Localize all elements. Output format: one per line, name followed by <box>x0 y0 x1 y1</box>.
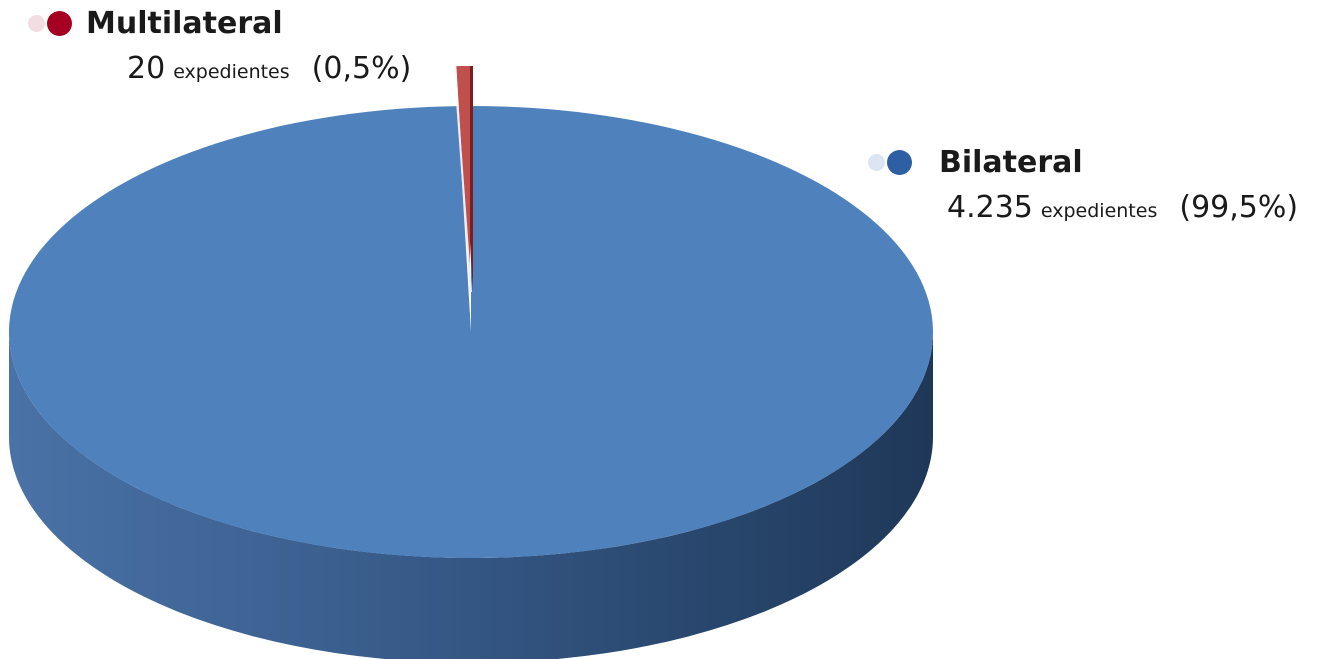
legend-detail-multilateral: 20 expedientes (0,5%) <box>127 51 411 86</box>
legend-unit-bilateral: expedientes <box>1040 200 1158 222</box>
legend-name-bilateral: Bilateral <box>939 145 1083 180</box>
legend-multilateral: Multilateral 20 expedientes (0,5%) <box>28 6 411 86</box>
legend-faint-dot-icon <box>28 15 45 32</box>
legend-count-bilateral: 4.235 <box>947 190 1033 225</box>
pie-slice-bilateral <box>8 106 933 558</box>
legend-unit-multilateral: expedientes <box>173 61 290 83</box>
pie-slice-edge <box>456 106 472 293</box>
legend-bilateral: Bilateral 4.235 expedientes (99,5%) <box>868 145 1298 225</box>
legend-dot-multilateral-icon <box>47 11 72 36</box>
legend-count-multilateral: 20 <box>127 51 166 86</box>
legend-detail-bilateral: 4.235 expedientes (99,5%) <box>947 190 1298 225</box>
legend-percent-multilateral: (0,5%) <box>311 51 412 86</box>
legend-percent-bilateral: (99,5%) <box>1179 190 1299 225</box>
pie-side-bilateral <box>9 332 933 659</box>
legend-name-multilateral: Multilateral <box>86 6 283 41</box>
legend-dot-bilateral-icon <box>887 150 912 175</box>
legend-faint-dot-icon <box>868 154 885 171</box>
